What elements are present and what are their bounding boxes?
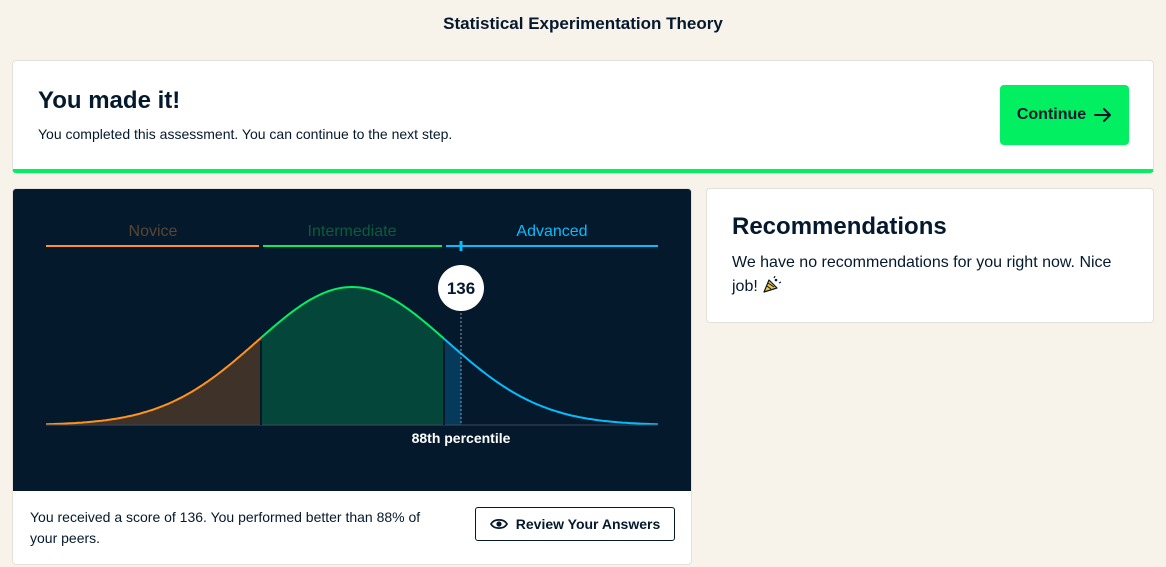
party-popper-icon bbox=[763, 276, 782, 293]
intermediate-curve bbox=[260, 286, 445, 340]
recommendations-text: We have no recommendations for you right… bbox=[732, 254, 1112, 295]
score-marker-circle bbox=[438, 265, 484, 311]
continue-button-label: Continue bbox=[1016, 106, 1087, 123]
completion-banner: You made it! You completed this assessme… bbox=[12, 60, 1154, 173]
review-answers-label: Review Your Answers bbox=[515, 516, 661, 532]
eye-icon bbox=[489, 518, 508, 530]
continue-button[interactable]: Continue bbox=[1000, 85, 1129, 145]
page-title: Statistical Experimentation Theory bbox=[443, 14, 723, 33]
distribution-chart: Novice Intermediate Advanced 136 88th pe… bbox=[13, 189, 691, 491]
level-label-intermediate: Intermediate bbox=[308, 223, 397, 240]
score-marker-value: 136 bbox=[447, 279, 475, 298]
intermediate-area bbox=[261, 287, 444, 425]
arrow-right-icon bbox=[1094, 108, 1112, 122]
novice-area bbox=[46, 337, 261, 425]
result-card: Novice Intermediate Advanced 136 88th pe… bbox=[12, 188, 692, 565]
review-answers-button[interactable]: Review Your Answers bbox=[475, 507, 675, 541]
level-label-advanced: Advanced bbox=[516, 223, 587, 240]
recommendations-text-block: We have no recommendations for you right… bbox=[732, 251, 1132, 299]
score-summary: You received a score of 136. You perform… bbox=[30, 509, 421, 546]
distribution-chart-svg: Novice Intermediate Advanced 136 88th pe… bbox=[46, 223, 658, 446]
percentile-label: 88th percentile bbox=[412, 430, 511, 446]
recommendations-card: Recommendations We have no recommendatio… bbox=[706, 188, 1154, 323]
level-label-novice: Novice bbox=[129, 223, 178, 240]
banner-subtitle: You completed this assessment. You can c… bbox=[38, 126, 453, 142]
advanced-curve bbox=[443, 337, 658, 426]
advanced-score-area bbox=[444, 338, 461, 425]
novice-curve bbox=[46, 337, 262, 426]
recommendations-title: Recommendations bbox=[732, 213, 947, 240]
banner-title: You made it! bbox=[38, 87, 181, 114]
